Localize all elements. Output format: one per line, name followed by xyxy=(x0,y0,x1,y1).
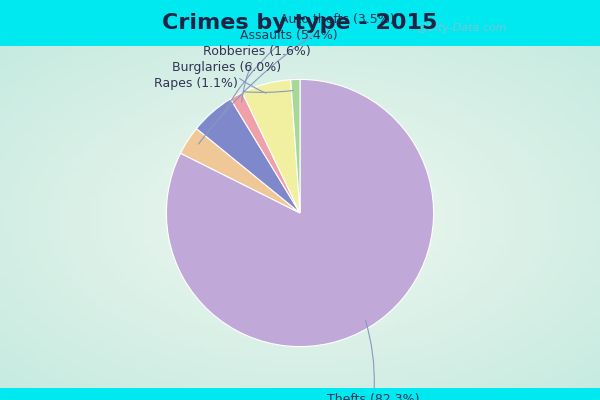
Wedge shape xyxy=(181,128,300,213)
Text: Robberies (1.6%): Robberies (1.6%) xyxy=(203,45,311,102)
Text: Assaults (5.4%): Assaults (5.4%) xyxy=(221,29,338,118)
Text: Burglaries (6.0%): Burglaries (6.0%) xyxy=(172,61,281,93)
Text: Rapes (1.1%): Rapes (1.1%) xyxy=(154,77,293,92)
Text: Thefts (82.3%): Thefts (82.3%) xyxy=(327,320,420,400)
Text: Auto thefts (3.5%): Auto thefts (3.5%) xyxy=(199,13,395,144)
Wedge shape xyxy=(291,79,300,213)
Text: @City-Data.com: @City-Data.com xyxy=(416,23,507,33)
Wedge shape xyxy=(230,92,300,213)
Text: Crimes by type - 2015: Crimes by type - 2015 xyxy=(163,13,437,33)
Wedge shape xyxy=(242,80,300,213)
Wedge shape xyxy=(166,79,434,346)
Wedge shape xyxy=(196,99,300,213)
